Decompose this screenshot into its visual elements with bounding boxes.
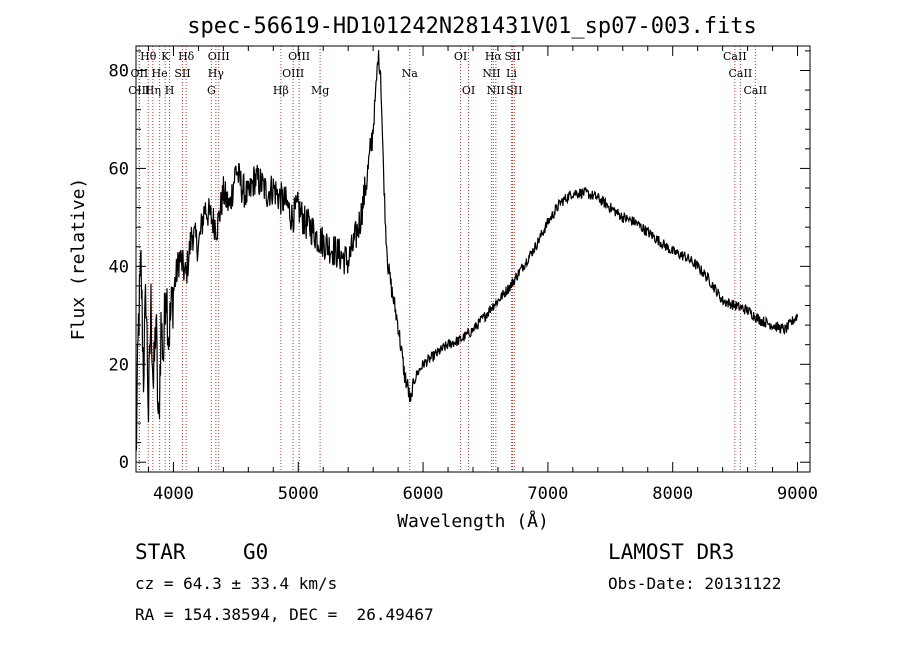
spectral-line-label: CaII bbox=[743, 84, 767, 97]
x-tick-label: 4000 bbox=[153, 484, 194, 504]
spectral-line-label: OI bbox=[454, 50, 467, 63]
spectral-line-label: Li bbox=[506, 67, 517, 80]
y-tick-label: 80 bbox=[109, 61, 129, 81]
object-type: STAR bbox=[135, 540, 186, 564]
x-axis-label: Wavelength (Å) bbox=[397, 510, 549, 532]
spectral-line-label: NII bbox=[487, 84, 505, 97]
spectral-line-label: SII bbox=[504, 50, 520, 63]
x-tick-label: 8000 bbox=[652, 484, 693, 504]
spectral-lines-layer bbox=[138, 46, 756, 472]
spectral-line-label: OIII bbox=[282, 67, 304, 80]
spectral-line-label: He bbox=[152, 67, 168, 80]
flux-series-line bbox=[135, 50, 799, 452]
spectral-line-label: CaII bbox=[723, 50, 747, 63]
survey-name: LAMOST DR3 bbox=[608, 540, 735, 564]
y-tick-label: 40 bbox=[109, 257, 129, 277]
coordinates-readout: RA = 154.38594, DEC = 26.49467 bbox=[135, 605, 434, 624]
velocity-readout: cz = 64.3 ± 33.4 km/s bbox=[135, 574, 338, 593]
spectral-line-label: OIII bbox=[208, 50, 230, 63]
y-axis-label: Flux (relative) bbox=[68, 178, 89, 341]
chart-title: spec-56619-HD101242N281431V01_sp07-003.f… bbox=[187, 14, 757, 39]
spectral-line-label: NII bbox=[482, 67, 500, 80]
spectral-line-label: Hβ bbox=[273, 84, 289, 97]
spectral-line-label: Hδ bbox=[178, 50, 195, 63]
y-tick-label: 60 bbox=[109, 159, 129, 179]
spectral-line-label: OIII bbox=[288, 50, 310, 63]
plot-frame bbox=[135, 45, 811, 473]
spectral-line-label: H bbox=[165, 84, 175, 97]
x-tick-label: 9000 bbox=[777, 484, 818, 504]
axis-ticks-layer: 4000 5000 6000 7000 8000 9000 0 20 40 60 80 bbox=[109, 46, 818, 504]
object-subclass: G0 bbox=[243, 540, 269, 564]
x-tick-label: 6000 bbox=[403, 484, 444, 504]
spectral-line-label: SII bbox=[506, 84, 522, 97]
spectral-line-label: OII bbox=[131, 67, 149, 80]
y-tick-label: 0 bbox=[119, 453, 129, 473]
spectral-line-label: Hα bbox=[485, 50, 503, 63]
x-tick-label: 7000 bbox=[527, 484, 568, 504]
y-tick-label: 20 bbox=[109, 355, 129, 375]
spectral-line-label: Hγ bbox=[208, 67, 225, 80]
x-tick-label: 5000 bbox=[278, 484, 319, 504]
spectral-line-label: G bbox=[207, 84, 216, 97]
spectral-line-label: Na bbox=[402, 67, 419, 80]
obs-date: Obs-Date: 20131122 bbox=[608, 574, 782, 593]
spectral-line-label: OI bbox=[462, 84, 475, 97]
spectral-line-label: K bbox=[161, 50, 170, 63]
spectral-line-label: CaII bbox=[729, 67, 753, 80]
spectral-line-label: Hη bbox=[145, 84, 161, 97]
spectral-line-label: Hθ bbox=[140, 50, 157, 63]
spectral-line-label: Mg bbox=[311, 84, 329, 97]
spectral-line-label: SII bbox=[174, 67, 190, 80]
